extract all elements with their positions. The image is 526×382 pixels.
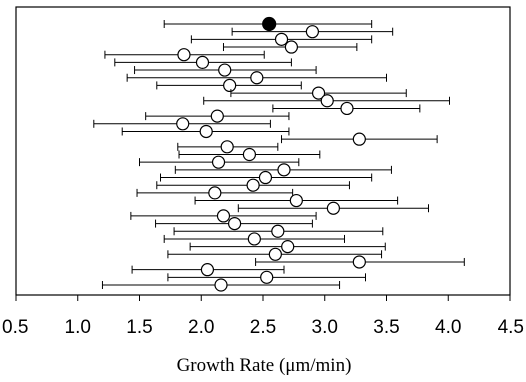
error-bar-row: [174, 163, 392, 177]
data-point-marker: [274, 32, 289, 46]
data-point-marker: [246, 178, 260, 192]
data-point-marker: [214, 278, 228, 292]
data-point-marker: [195, 55, 210, 69]
data-point-marker: [268, 247, 282, 261]
error-bar-row: [136, 186, 294, 200]
error-bar-row: [104, 48, 265, 62]
data-point-marker: [216, 209, 231, 223]
x-axis-title: Growth Rate (μm/min): [177, 355, 352, 376]
data-point-marker: [220, 140, 234, 154]
data-point-marker: [352, 132, 366, 146]
error-bar-row: [281, 132, 438, 146]
data-point-marker: [281, 240, 295, 254]
data-point-marker: [242, 147, 257, 162]
data-point-marker: [227, 216, 242, 231]
error-bar-row: [272, 101, 421, 116]
data-point-marker: [223, 78, 237, 93]
data-point-marker: [250, 71, 264, 85]
error-bar-row: [131, 263, 285, 277]
x-tick-label: 3.5: [373, 317, 399, 338]
data-point-marker: [199, 124, 213, 139]
x-axis-ticks: 0.5 1.0 1.5 2.0 2.5 3.0 3.5 4.0 4.5: [2, 295, 524, 338]
data-point-marker: [326, 201, 340, 215]
data-point-marker: [176, 117, 190, 131]
error-bar-row: [230, 86, 407, 100]
x-tick-label: 1.5: [126, 317, 152, 338]
error-bar-row: [114, 55, 292, 69]
x-tick-label: 1.0: [65, 317, 91, 338]
summary-marker: [262, 16, 277, 32]
data-point-marker: [211, 155, 226, 169]
error-bar-row: [178, 147, 321, 162]
x-tick-label: 2.0: [188, 317, 214, 338]
error-bar-row: [156, 78, 302, 93]
data-point-marker: [289, 193, 303, 208]
error-bar-row: [237, 201, 429, 215]
data-point-marker: [258, 170, 273, 185]
error-bar-row: [190, 32, 373, 46]
data-point-marker: [247, 232, 261, 246]
error-bar-row: [126, 71, 387, 85]
error-bar-row: [194, 193, 399, 208]
error-bar-row: [255, 255, 465, 269]
error-bar-row: [231, 25, 394, 39]
error-bar-row: [156, 178, 350, 192]
data-point-marker: [210, 109, 224, 123]
error-bar-row: [203, 94, 450, 108]
error-bar-row: [222, 40, 358, 54]
error-bar-row: [177, 140, 279, 154]
error-bar-row: [167, 270, 367, 284]
data-point-marker: [311, 86, 326, 100]
error-bar-row: [189, 240, 386, 254]
error-bar-row: [130, 209, 317, 223]
data-point-marker: [208, 186, 222, 200]
data-point-marker: [218, 63, 232, 77]
error-bar-row: [173, 224, 384, 238]
x-tick-label: 0.5: [2, 317, 28, 338]
data-point-marker: [305, 25, 319, 39]
error-bar-row: [139, 155, 300, 169]
error-bar-row: [155, 216, 313, 231]
x-tick-label: 4.5: [498, 317, 524, 338]
data-point-marker: [200, 263, 215, 277]
error-bar-row: [101, 278, 341, 292]
data-point-marker: [277, 163, 291, 177]
error-bar-row: [163, 232, 346, 246]
data-point-marker: [271, 224, 285, 238]
x-tick-label: 2.5: [250, 317, 276, 338]
x-tick-label: 4.0: [435, 317, 461, 338]
error-bar-row: [93, 117, 271, 131]
data-point-marker: [284, 40, 299, 54]
data-point-marker: [352, 255, 366, 269]
x-tick-label: 3.0: [312, 317, 338, 338]
summary-error-bar: [163, 16, 373, 32]
data-point-marker: [177, 48, 191, 62]
data-point-marker: [340, 101, 354, 116]
data-point-marker: [320, 94, 334, 108]
plot-frame: [15, 6, 511, 296]
data-point-marker: [260, 270, 274, 284]
error-bar-row: [167, 247, 383, 261]
error-bar-row: [121, 124, 290, 139]
error-bar-row: [159, 170, 373, 185]
error-bar-row: [134, 63, 317, 77]
error-bar-row: [145, 109, 290, 123]
data-marks: [93, 16, 465, 292]
